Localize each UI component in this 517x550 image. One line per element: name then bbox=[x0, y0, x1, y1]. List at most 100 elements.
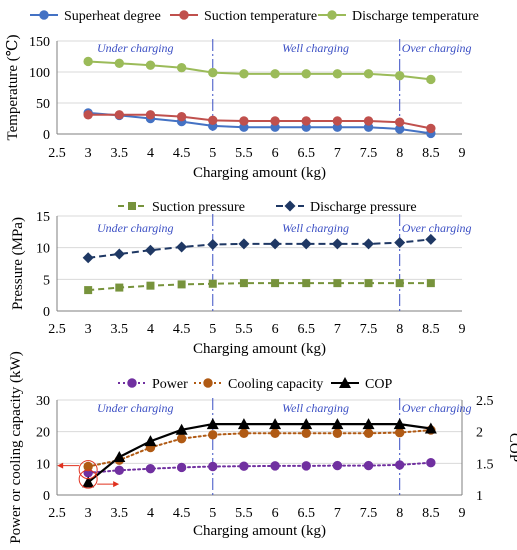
series-line-superheat-degree bbox=[88, 111, 431, 135]
legend-marker-power bbox=[127, 378, 137, 388]
legend-marker-suction-temperature bbox=[179, 10, 189, 20]
highlight-circle bbox=[78, 469, 98, 489]
data-point-cop bbox=[393, 418, 406, 430]
legend-label-cooling-capacity: Cooling capacity bbox=[228, 377, 323, 392]
data-point-suction-temperature bbox=[363, 116, 374, 126]
x-tick-label: 8 bbox=[396, 322, 403, 337]
y2-axis-title: COP bbox=[506, 433, 517, 462]
zone-label-under: Under charging bbox=[97, 41, 174, 55]
zone-label-over: Over charging bbox=[402, 221, 472, 235]
data-point-discharge-pressure bbox=[300, 238, 312, 250]
x-tick-label: 4.5 bbox=[173, 322, 191, 337]
data-point-discharge-pressure bbox=[331, 238, 343, 250]
y-tick-label: 20 bbox=[36, 426, 50, 441]
data-point-discharge-pressure bbox=[144, 244, 156, 256]
y-tick-label: 5 bbox=[43, 273, 50, 288]
series-line-discharge-temperature bbox=[88, 60, 431, 81]
data-point-cop bbox=[424, 422, 437, 434]
x-tick-label: 3 bbox=[85, 146, 92, 161]
data-point-suction-temperature bbox=[114, 110, 125, 120]
data-point-suction-pressure bbox=[146, 281, 155, 290]
zone-label-over: Over charging bbox=[402, 41, 472, 55]
data-point-suction-pressure bbox=[426, 279, 435, 288]
zone-label-under: Under charging bbox=[97, 401, 174, 415]
data-point-cop bbox=[331, 418, 344, 430]
highlight-circle bbox=[78, 460, 98, 480]
data-point-suction-temperature bbox=[176, 111, 187, 122]
y-tick-label: 15 bbox=[36, 210, 50, 225]
y-axis-title: Pressure (MPa) bbox=[10, 217, 26, 310]
data-point-suction-pressure bbox=[271, 279, 280, 288]
legend-label-discharge-pressure: Discharge pressure bbox=[310, 200, 417, 215]
data-point-cooling-capacity bbox=[363, 428, 374, 438]
data-point-cop bbox=[113, 451, 126, 462]
data-point-cooling-capacity bbox=[301, 428, 311, 438]
data-point-power bbox=[394, 460, 405, 470]
data-point-suction-temperature bbox=[208, 115, 218, 126]
data-point-suction-temperature bbox=[332, 116, 343, 126]
x-tick-label: 5 bbox=[209, 146, 216, 161]
legend-label-discharge-temperature: Discharge temperature bbox=[352, 9, 479, 24]
data-point-suction-temperature bbox=[83, 110, 93, 120]
data-point-discharge-pressure bbox=[394, 237, 406, 249]
x-tick-label: 9 bbox=[459, 322, 466, 337]
data-point-discharge-temperature bbox=[332, 69, 343, 79]
legend-label-power: Power bbox=[152, 377, 188, 392]
x-tick-label: 6 bbox=[272, 322, 279, 337]
chart-temperature: 0 50 100 150 2.5 3 3.5 4 4.5 5 5.5 6 6.5 7 7.5 8 8.5 9 Cha… bbox=[5, 9, 479, 181]
data-point-suction-pressure bbox=[364, 279, 373, 288]
data-point-cop bbox=[144, 435, 157, 447]
x-tick-label: 3.5 bbox=[111, 146, 129, 161]
y-axis-title: Temperature (℃) bbox=[5, 34, 21, 140]
data-point-discharge-pressure bbox=[425, 233, 437, 245]
x-tick-label: 8.5 bbox=[422, 322, 440, 337]
x-tick-label: 4 bbox=[147, 322, 154, 337]
x-tick-label: 6.5 bbox=[297, 322, 315, 337]
data-point-suction-pressure bbox=[115, 283, 124, 292]
legend-marker-discharge-pressure bbox=[284, 200, 296, 212]
x-tick-label: 2.5 bbox=[48, 146, 66, 161]
y-tick-label: 0 bbox=[43, 128, 50, 143]
x-tick-label: 4.5 bbox=[173, 146, 191, 161]
x-tick-label: 7 bbox=[334, 506, 341, 521]
x-tick-label: 8 bbox=[396, 146, 403, 161]
data-point-cooling-capacity bbox=[176, 433, 187, 444]
zone-label-well: Well charging bbox=[282, 41, 349, 55]
x-axis-title: Charging amount (kg) bbox=[193, 165, 326, 181]
data-point-discharge-temperature bbox=[270, 69, 280, 79]
x-tick-label: 5.5 bbox=[235, 506, 253, 521]
x-tick-label: 4.5 bbox=[173, 506, 191, 521]
data-point-discharge-pressure bbox=[176, 241, 188, 253]
x-tick-label: 5.5 bbox=[235, 322, 253, 337]
y2-tick-label: 2 bbox=[476, 426, 483, 441]
y2-tick-label: 2.5 bbox=[476, 394, 494, 409]
data-point-cooling-capacity bbox=[83, 461, 93, 472]
x-tick-label: 7.5 bbox=[360, 506, 378, 521]
data-point-suction-pressure bbox=[302, 279, 311, 288]
y2-tick-label: 1 bbox=[476, 489, 483, 504]
data-point-power bbox=[176, 462, 187, 473]
data-point-power bbox=[114, 465, 125, 475]
data-point-cooling-capacity bbox=[270, 428, 280, 438]
y-tick-label: 0 bbox=[43, 489, 50, 504]
x-tick-label: 4 bbox=[147, 506, 154, 521]
data-point-discharge-temperature bbox=[394, 71, 405, 81]
data-point-power bbox=[426, 458, 436, 468]
x-tick-label: 5 bbox=[209, 506, 216, 521]
data-point-power bbox=[301, 461, 311, 471]
x-tick-label: 8 bbox=[396, 506, 403, 521]
y-tick-label: 0 bbox=[43, 305, 50, 320]
data-point-discharge-pressure bbox=[82, 252, 94, 264]
data-point-cooling-capacity bbox=[332, 428, 343, 438]
data-point-power bbox=[332, 460, 343, 471]
x-tick-label: 3.5 bbox=[111, 506, 129, 521]
x-axis-title: Charging amount (kg) bbox=[193, 523, 326, 539]
x-tick-label: 9 bbox=[459, 506, 466, 521]
series-line-suction-pressure bbox=[88, 282, 431, 292]
x-tick-label: 4 bbox=[147, 146, 154, 161]
x-tick-label: 6 bbox=[272, 146, 279, 161]
data-point-cooling-capacity bbox=[394, 427, 405, 438]
data-point-suction-pressure bbox=[333, 279, 342, 288]
data-point-cop bbox=[206, 418, 219, 430]
